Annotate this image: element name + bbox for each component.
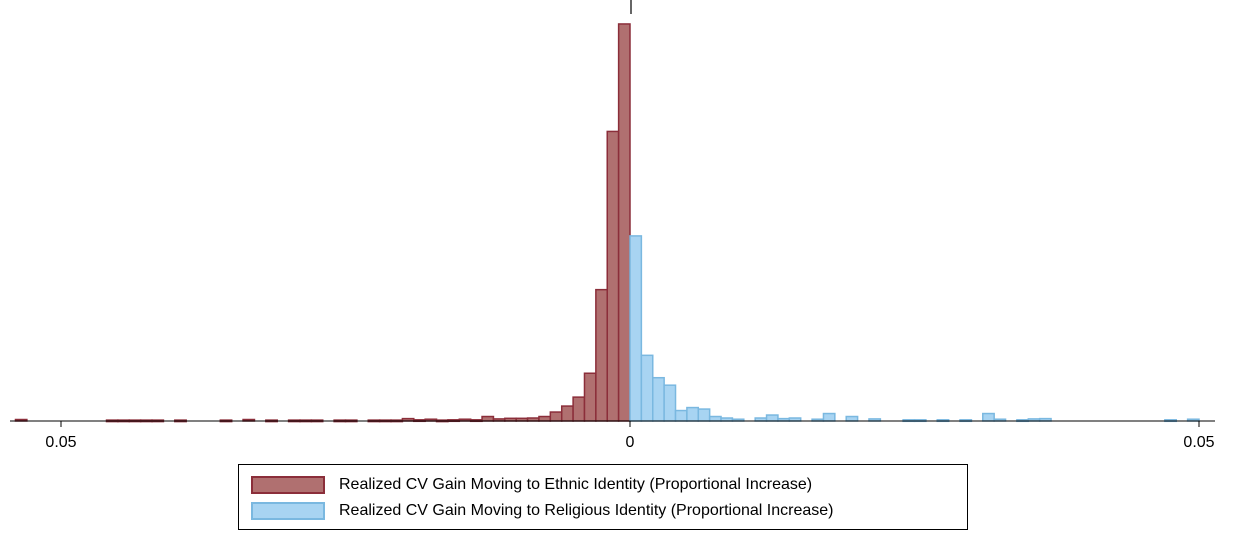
religious-bar-2 — [652, 376, 665, 422]
ethnic-bar-32 — [560, 405, 574, 422]
legend-item-religious: Realized CV Gain Moving to Religious Ide… — [251, 500, 833, 522]
legend-label-religious: Realized CV Gain Moving to Religious Ide… — [339, 502, 834, 519]
religious-bar-22 — [982, 412, 995, 422]
ethnic-bar-36 — [606, 130, 620, 422]
ethnic-bar-35 — [595, 288, 608, 422]
x-axis-ticks: 0.05 0 0.05 — [45, 421, 1215, 451]
religious-bar-16 — [845, 415, 859, 422]
religious-bar-1 — [640, 354, 654, 422]
religious-bar-11 — [765, 414, 779, 422]
legend-label-ethnic: Realized CV Gain Moving to Ethnic Identi… — [339, 476, 813, 493]
religious-bar-4 — [674, 409, 688, 422]
ethnic-bar-30 — [538, 415, 552, 422]
legend-swatch-religious — [251, 502, 325, 520]
religious-bar-5 — [686, 406, 700, 422]
religious-bar-3 — [663, 384, 677, 422]
x-tick-label-0: 0.05 — [45, 434, 76, 451]
ethnic-bar-25 — [481, 415, 495, 422]
ethnic-bar-37 — [617, 23, 631, 422]
x-tick-label-2: 0.05 — [1183, 434, 1214, 451]
religious-bar-15 — [822, 412, 836, 422]
religious-bar-6 — [697, 408, 711, 422]
x-tick-label-1: 0 — [626, 434, 635, 451]
religious-bar-7 — [708, 415, 722, 422]
ethnic-bar-34 — [583, 372, 597, 422]
religious-bar-0 — [629, 235, 643, 422]
legend: Realized CV Gain Moving to Ethnic Identi… — [238, 464, 968, 530]
ethnic-bar-33 — [572, 396, 586, 422]
ethnic-series-bars — [14, 23, 631, 423]
religious-series-bars — [629, 235, 1200, 423]
legend-item-ethnic: Realized CV Gain Moving to Ethnic Identi… — [251, 474, 812, 496]
ethnic-bar-31 — [549, 411, 563, 422]
legend-swatch-ethnic — [251, 476, 325, 494]
